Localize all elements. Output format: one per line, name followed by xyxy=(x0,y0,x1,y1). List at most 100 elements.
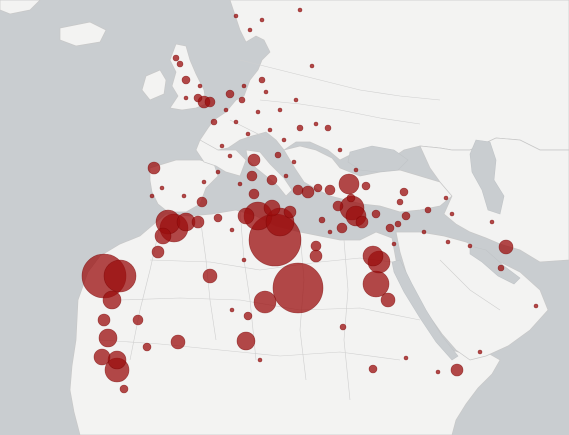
bubble-marker[interactable] xyxy=(211,119,217,125)
bubble-marker[interactable] xyxy=(362,182,370,190)
bubble-marker[interactable] xyxy=(224,108,228,112)
bubble-marker[interactable] xyxy=(404,356,408,360)
bubble-marker[interactable] xyxy=(446,240,450,244)
bubble-marker[interactable] xyxy=(310,250,322,262)
bubble-marker[interactable] xyxy=(490,220,494,224)
bubble-marker[interactable] xyxy=(314,122,318,126)
bubble-marker[interactable] xyxy=(284,174,288,178)
bubble-marker[interactable] xyxy=(148,162,160,174)
bubble-marker[interactable] xyxy=(264,200,280,216)
bubble-marker[interactable] xyxy=(451,364,463,376)
bubble-marker[interactable] xyxy=(103,291,121,309)
bubble-marker[interactable] xyxy=(173,55,179,61)
bubble-marker[interactable] xyxy=(325,185,335,195)
bubble-marker[interactable] xyxy=(363,271,389,297)
bubble-marker[interactable] xyxy=(310,64,314,68)
bubble-marker[interactable] xyxy=(314,184,322,192)
bubble-marker[interactable] xyxy=(339,174,359,194)
bubble-marker[interactable] xyxy=(143,343,151,351)
bubble-marker[interactable] xyxy=(395,221,401,227)
bubble-marker[interactable] xyxy=(292,160,296,164)
bubble-marker[interactable] xyxy=(182,194,186,198)
bubble-marker[interactable] xyxy=(226,90,234,98)
bubble-marker[interactable] xyxy=(98,314,110,326)
bubble-marker[interactable] xyxy=(238,208,254,224)
bubble-marker[interactable] xyxy=(400,188,408,196)
bubble-marker[interactable] xyxy=(234,120,238,124)
bubble-marker[interactable] xyxy=(234,14,238,18)
bubble-marker[interactable] xyxy=(372,210,380,218)
bubble-marker[interactable] xyxy=(392,242,396,246)
bubble-marker[interactable] xyxy=(267,175,277,185)
bubble-marker[interactable] xyxy=(294,98,298,102)
bubble-marker[interactable] xyxy=(247,171,257,181)
bubble-marker[interactable] xyxy=(284,206,296,218)
bubble-marker[interactable] xyxy=(182,76,190,84)
bubble-marker[interactable] xyxy=(422,230,426,234)
bubble-marker[interactable] xyxy=(534,304,538,308)
bubble-marker[interactable] xyxy=(256,110,260,114)
bubble-marker[interactable] xyxy=(228,154,232,158)
bubble-marker[interactable] xyxy=(155,228,171,244)
bubble-marker[interactable] xyxy=(354,168,358,172)
bubble-marker[interactable] xyxy=(425,207,431,213)
bubble-marker[interactable] xyxy=(205,97,215,107)
bubble-marker[interactable] xyxy=(444,196,448,200)
bubble-marker[interactable] xyxy=(108,351,126,369)
bubble-marker[interactable] xyxy=(369,365,377,373)
bubble-marker[interactable] xyxy=(248,154,260,166)
bubble-marker[interactable] xyxy=(202,180,206,184)
bubble-marker[interactable] xyxy=(133,315,143,325)
bubble-marker[interactable] xyxy=(150,194,154,198)
bubble-marker[interactable] xyxy=(402,212,410,220)
bubble-marker[interactable] xyxy=(94,349,110,365)
bubble-marker[interactable] xyxy=(242,84,246,88)
bubble-marker[interactable] xyxy=(246,132,250,136)
bubble-marker[interactable] xyxy=(356,216,368,228)
bubble-marker[interactable] xyxy=(230,308,234,312)
bubble-marker[interactable] xyxy=(337,223,347,233)
bubble-marker[interactable] xyxy=(259,77,265,83)
bubble-marker[interactable] xyxy=(278,108,282,112)
bubble-marker[interactable] xyxy=(381,293,395,307)
bubble-marker[interactable] xyxy=(237,332,255,350)
bubble-marker[interactable] xyxy=(273,263,323,313)
bubble-marker[interactable] xyxy=(302,186,314,198)
bubble-marker[interactable] xyxy=(282,138,286,142)
bubble-marker[interactable] xyxy=(293,185,303,195)
bubble-marker[interactable] xyxy=(239,97,245,103)
bubble-marker[interactable] xyxy=(340,324,346,330)
bubble-marker[interactable] xyxy=(325,125,331,131)
bubble-marker[interactable] xyxy=(347,194,355,202)
bubble-marker[interactable] xyxy=(258,358,262,362)
bubble-marker[interactable] xyxy=(450,212,454,216)
bubble-marker[interactable] xyxy=(254,291,276,313)
bubble-marker[interactable] xyxy=(468,244,472,248)
bubble-marker[interactable] xyxy=(220,144,224,148)
bubble-marker[interactable] xyxy=(244,312,252,320)
bubble-marker[interactable] xyxy=(152,246,164,258)
bubble-marker[interactable] xyxy=(319,217,325,223)
bubble-marker[interactable] xyxy=(192,216,204,228)
bubble-marker[interactable] xyxy=(104,260,136,292)
bubble-marker[interactable] xyxy=(184,96,188,100)
bubble-marker[interactable] xyxy=(249,189,259,199)
bubble-marker[interactable] xyxy=(311,241,321,251)
bubble-marker[interactable] xyxy=(386,224,394,232)
bubble-marker[interactable] xyxy=(214,214,222,222)
bubble-marker[interactable] xyxy=(478,350,482,354)
bubble-marker[interactable] xyxy=(99,329,117,347)
bubble-marker[interactable] xyxy=(248,28,252,32)
bubble-marker[interactable] xyxy=(499,240,513,254)
bubble-marker[interactable] xyxy=(264,90,268,94)
bubble-marker[interactable] xyxy=(160,186,164,190)
bubble-marker[interactable] xyxy=(177,61,183,67)
bubble-marker[interactable] xyxy=(363,246,383,266)
bubble-marker[interactable] xyxy=(194,94,202,102)
bubble-marker[interactable] xyxy=(298,8,302,12)
bubble-marker[interactable] xyxy=(216,170,220,174)
bubble-marker[interactable] xyxy=(268,128,272,132)
bubble-marker[interactable] xyxy=(120,385,128,393)
bubble-marker[interactable] xyxy=(238,182,242,186)
